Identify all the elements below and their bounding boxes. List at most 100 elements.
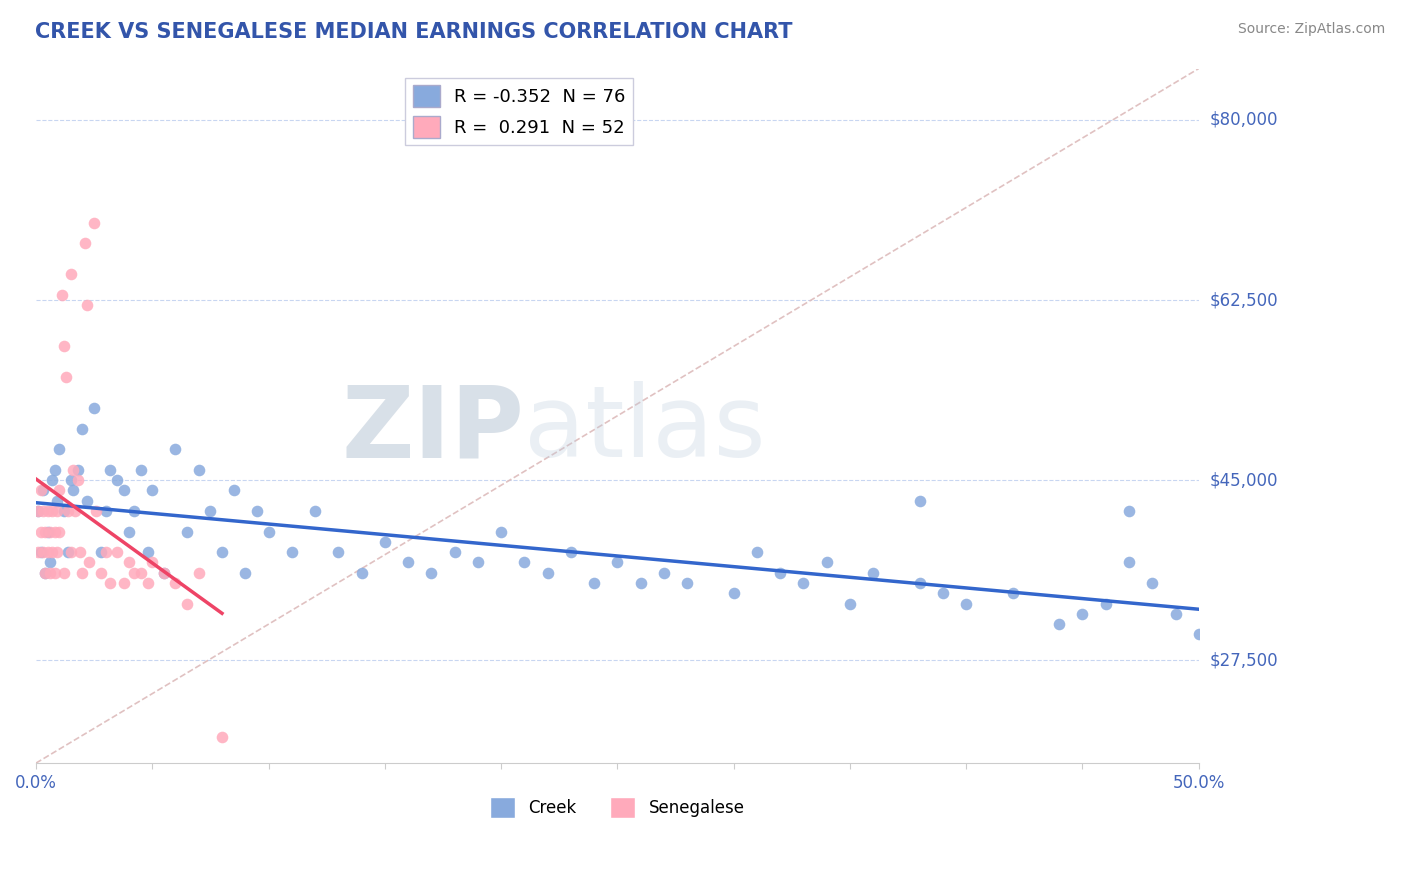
Point [65,504,87,518]
Point [122,566,145,580]
Point [839,597,862,611]
Point [1142,576,1164,591]
Point [32,483,55,498]
Point [86,504,108,518]
Point [58,504,80,518]
Point [52,504,75,518]
Point [606,556,628,570]
Point [66,473,89,487]
Point [1188,627,1211,641]
Point [443,545,465,559]
Point [136,576,159,591]
Point [211,545,233,559]
Point [44,524,66,539]
Point [257,524,280,539]
Point [792,576,814,591]
Point [48,524,70,539]
Point [165,442,187,457]
Point [34,566,56,580]
Point [37,504,59,518]
Point [48,483,70,498]
Point [489,524,512,539]
Point [630,576,652,591]
Point [44,463,66,477]
Point [52,566,75,580]
Point [1001,586,1024,600]
Point [32,504,55,518]
Point [246,504,269,518]
Text: ZIP: ZIP [342,381,524,478]
Point [90,566,112,580]
Point [176,597,198,611]
Point [32,545,55,559]
Point [94,504,117,518]
Text: $80,000: $80,000 [1211,111,1278,129]
Point [118,524,141,539]
Point [38,524,60,539]
Text: $27,500: $27,500 [1211,651,1278,669]
Point [187,463,209,477]
Point [118,556,141,570]
Point [55,370,77,384]
Legend: Creek, Senegalese: Creek, Senegalese [484,790,751,824]
Point [44,566,66,580]
Point [27,545,49,559]
Point [745,545,768,559]
Point [83,401,105,416]
Point [233,566,256,580]
Point [136,545,159,559]
Point [153,566,176,580]
Point [59,268,82,282]
Point [58,545,80,559]
Point [1047,617,1070,632]
Point [94,545,117,559]
Point [374,534,396,549]
Point [72,422,94,436]
Point [38,566,60,580]
Point [41,545,63,559]
Point [69,545,91,559]
Point [420,566,443,580]
Point [513,556,536,570]
Point [62,483,84,498]
Text: $62,500: $62,500 [1211,291,1278,309]
Point [37,545,59,559]
Point [98,463,121,477]
Point [1071,607,1094,621]
Point [1118,504,1140,518]
Point [72,566,94,580]
Point [45,493,67,508]
Text: CREEK VS SENEGALESE MEDIAN EARNINGS CORRELATION CHART: CREEK VS SENEGALESE MEDIAN EARNINGS CORR… [35,22,793,42]
Point [723,586,745,600]
Point [536,566,558,580]
Point [27,504,49,518]
Point [59,545,82,559]
Point [676,576,699,591]
Point [37,524,59,539]
Point [45,504,67,518]
Point [187,566,209,580]
Point [83,216,105,230]
Text: Source: ZipAtlas.com: Source: ZipAtlas.com [1237,22,1385,37]
Point [73,236,96,251]
Point [304,504,326,518]
Point [769,566,792,580]
Point [165,576,187,591]
Point [141,556,163,570]
Point [76,298,98,312]
Point [955,597,977,611]
Point [79,556,101,570]
Text: $45,000: $45,000 [1211,471,1278,489]
Point [76,493,98,508]
Point [908,493,931,508]
Point [200,504,222,518]
Point [34,524,56,539]
Point [211,731,233,745]
Point [27,504,49,518]
Point [51,288,73,302]
Point [328,545,350,559]
Point [1164,607,1187,621]
Point [105,545,128,559]
Point [153,566,176,580]
Point [112,576,135,591]
